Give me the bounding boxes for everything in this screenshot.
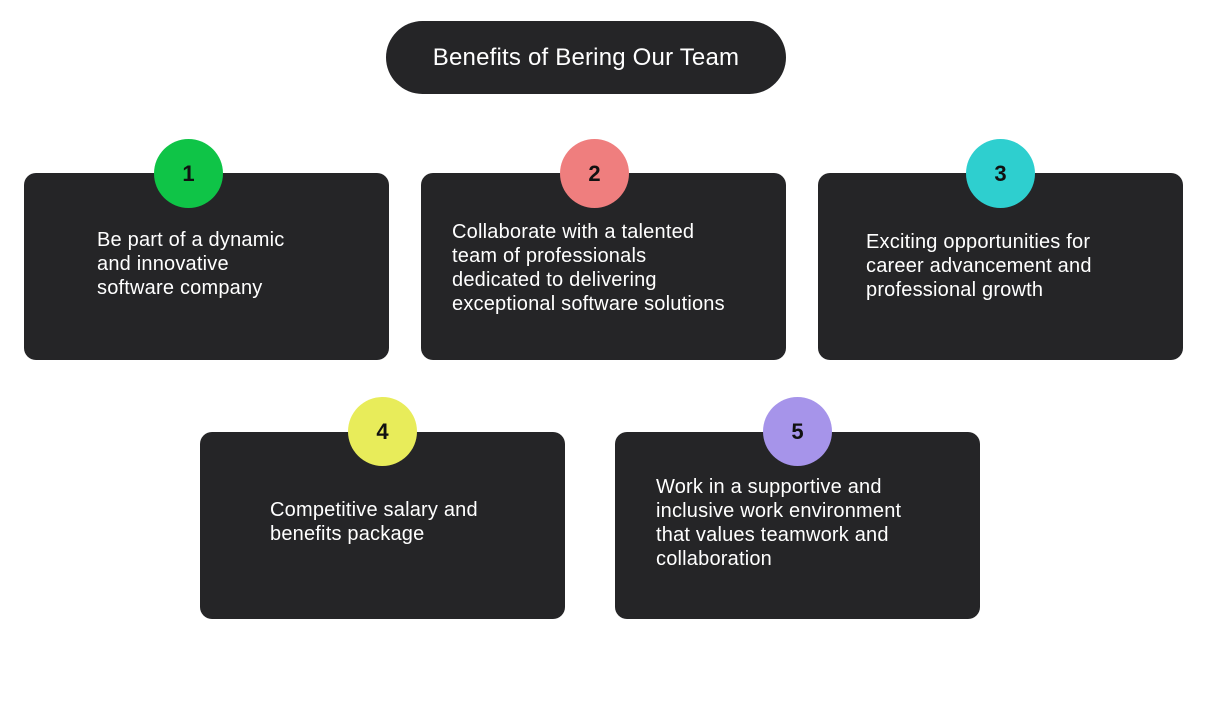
number-badge-5: 5 — [763, 397, 832, 466]
benefit-text-3: Exciting opportunities for career advanc… — [866, 231, 1092, 301]
number-badge-1: 1 — [154, 139, 223, 208]
number-badge-2: 2 — [560, 139, 629, 208]
number-badge-3: 3 — [966, 139, 1035, 208]
title-pill: Benefits of Bering Our Team — [386, 21, 786, 94]
benefit-card-1: Be part of a dynamic and innovative soft… — [24, 173, 389, 360]
benefit-text-1: Be part of a dynamic and innovative soft… — [97, 229, 285, 299]
benefit-text-4: Competitive salary and benefits package — [270, 499, 478, 545]
benefit-card-2: Collaborate with a talented team of prof… — [421, 173, 786, 360]
benefit-text-5: Work in a supportive and inclusive work … — [656, 476, 902, 570]
number-badge-4: 4 — [348, 397, 417, 466]
benefit-text-2: Collaborate with a talented team of prof… — [452, 221, 725, 315]
diagram-title: Benefits of Bering Our Team — [432, 43, 740, 71]
